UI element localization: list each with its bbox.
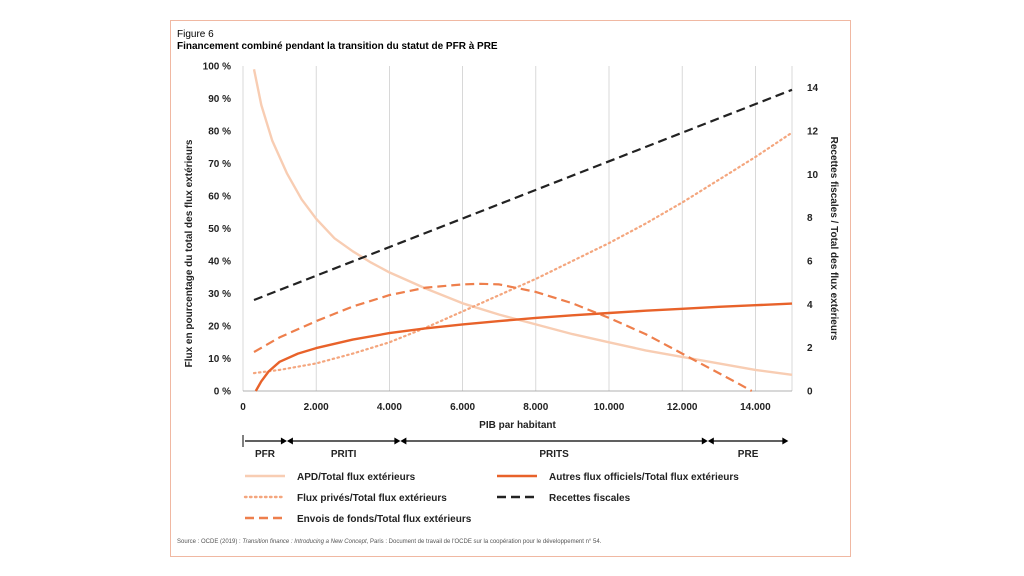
y2-tick-label: 4: [807, 300, 813, 311]
figure-title: Financement combiné pendant la transitio…: [177, 41, 498, 52]
stage-arrowhead-left: [707, 437, 714, 445]
source-suffix: , Paris : Document de travail de l'OCDE …: [366, 539, 602, 545]
x-tick-label: 12.000: [667, 402, 698, 413]
x-tick-label: 6.000: [450, 402, 475, 413]
x-tick-label: 14.000: [740, 402, 771, 413]
y-tick-label: 40 %: [208, 257, 231, 268]
stage-label: PRITI: [331, 449, 357, 460]
legend-label: Recettes fiscales: [549, 493, 631, 504]
y-tick-label: 10 %: [208, 354, 231, 365]
stage-label: PFR: [255, 449, 276, 460]
y-tick-label: 90 %: [208, 94, 231, 105]
legend-label: APD/Total flux extérieurs: [297, 472, 416, 483]
x-tick-label: 8.000: [523, 402, 548, 413]
stage-arrowhead-left: [286, 437, 293, 445]
legend-label: Flux privés/Total flux extérieurs: [297, 493, 447, 504]
stage-arrowhead-right: [280, 437, 287, 445]
stage-label: PRE: [738, 449, 759, 460]
stage-arrowhead-right: [701, 437, 708, 445]
x-tick-label: 4.000: [377, 402, 402, 413]
stage-arrowhead-right: [782, 437, 789, 445]
y-tick-label: 50 %: [208, 224, 231, 235]
stage-label: PRITS: [539, 449, 569, 460]
y-tick-label: 20 %: [208, 322, 231, 333]
y-tick-label: 0 %: [214, 387, 231, 398]
y-tick-label: 80 %: [208, 127, 231, 138]
y2-axis-label: Recettes fiscales / Total des flux extér…: [828, 137, 839, 341]
source-prefix: Source : OCDE (2019) :: [177, 539, 243, 545]
legend-label: Envois de fonds/Total flux extérieurs: [297, 514, 472, 525]
y2-tick-label: 10: [807, 170, 819, 181]
y2-tick-label: 12: [807, 127, 819, 138]
y-tick-label: 70 %: [208, 159, 231, 170]
y-tick-label: 30 %: [208, 289, 231, 300]
y2-tick-label: 6: [807, 257, 813, 268]
stage-arrowhead-right: [394, 437, 401, 445]
y2-tick-label: 0: [807, 387, 813, 398]
series-line-2: [252, 131, 794, 375]
y2-tick-label: 14: [807, 83, 819, 94]
x-axis-label: PIB par habitant: [479, 420, 556, 431]
series-line-0: [252, 69, 793, 376]
series-line-4: [253, 88, 793, 302]
series-line-3: [253, 282, 753, 392]
y-tick-label: 60 %: [208, 192, 231, 203]
figure-source: Source : OCDE (2019) : Transition financ…: [177, 539, 601, 545]
x-tick-label: 10.000: [594, 402, 625, 413]
stage-arrowhead-left: [400, 437, 407, 445]
y-axis-label: Flux en pourcentage du total des flux ex…: [184, 139, 195, 367]
series-line-1: [254, 302, 793, 392]
figure-number: Figure 6: [177, 29, 214, 40]
x-tick-label: 2.000: [304, 402, 329, 413]
source-title: Transition finance : Introducing a New C…: [242, 539, 367, 545]
legend-label: Autres flux officiels/Total flux extérie…: [549, 472, 739, 483]
y2-tick-label: 8: [807, 213, 813, 224]
y-tick-label: 100 %: [203, 62, 231, 73]
y2-tick-label: 2: [807, 343, 813, 354]
x-tick-label: 0: [240, 402, 246, 413]
